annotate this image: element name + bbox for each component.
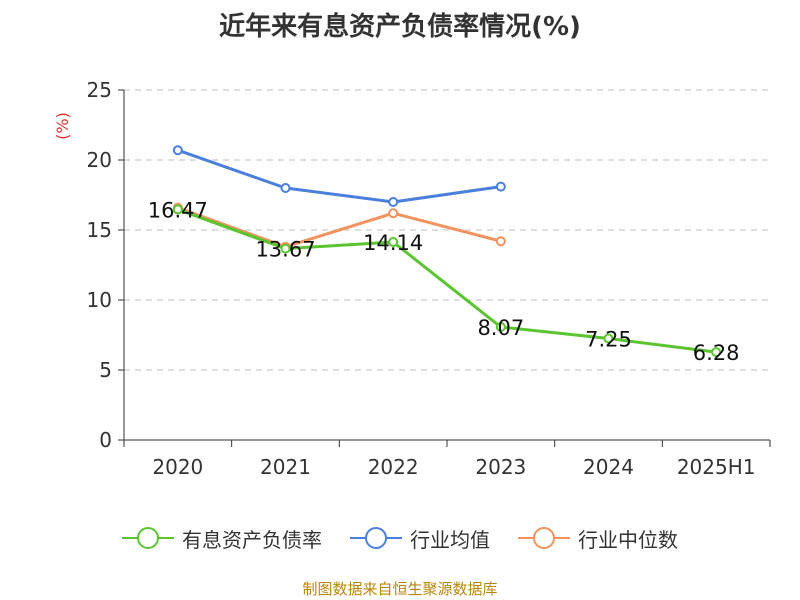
y-tick-label: 25 [87, 78, 112, 102]
data-labels: 16.47 13.67 14.14 8.07 7.25 6.28 [148, 198, 740, 365]
data-point [711, 347, 722, 358]
legend-item: 有息资产负债率 [122, 524, 322, 553]
legend-label: 有息资产负债率 [182, 527, 322, 552]
data-point [495, 236, 506, 247]
data-point [495, 181, 506, 192]
legend-swatch-icon [350, 527, 402, 549]
x-tick-label: 2025H1 [677, 455, 756, 479]
series-line [177, 148, 502, 204]
grid-lines [124, 89, 770, 371]
data-label: 13.67 [255, 238, 315, 262]
y-tick-label: 5 [99, 358, 112, 382]
x-tick-label: 2022 [368, 455, 419, 479]
x-tick-label: 2020 [152, 455, 203, 479]
series-line [177, 208, 717, 354]
data-point [388, 197, 399, 207]
legend-label: 行业中位数 [578, 527, 678, 552]
data-label: 7.25 [585, 328, 632, 352]
legend-item: 行业中位数 [518, 524, 678, 553]
y-tick-label: 10 [87, 288, 112, 312]
axes: 0 5 10 15 20 25 (%) 2020 2021 2022 2023 2024 2025H1 [53, 78, 771, 479]
data-point [280, 183, 291, 193]
legend-swatch-icon [122, 527, 174, 549]
data-point [388, 208, 399, 219]
series [172, 145, 722, 358]
y-tick-label: 20 [87, 148, 112, 172]
series-line [177, 206, 502, 249]
data-point [172, 204, 183, 215]
data-point [280, 243, 291, 254]
x-tick-label: 2023 [475, 455, 526, 479]
legend-item: 行业均值 [350, 524, 490, 553]
data-label: 8.07 [477, 316, 524, 340]
data-label: 14.14 [363, 231, 423, 255]
source-note: 制图数据来自恒生聚源数据库 [302, 580, 498, 598]
legend-swatch-icon [518, 527, 570, 549]
chart-title: 近年来有息资产负债率情况(%) [219, 12, 581, 42]
y-axis-label: (%) [53, 112, 72, 140]
data-label: 16.47 [148, 198, 208, 222]
y-tick-label: 0 [99, 428, 112, 452]
data-point [388, 237, 399, 248]
data-point [172, 145, 183, 156]
data-point [495, 322, 506, 333]
y-tick-label: 15 [87, 218, 112, 242]
x-tick-label: 2024 [583, 455, 634, 479]
legend-label: 行业均值 [410, 527, 490, 552]
data-point [603, 333, 614, 344]
data-label: 6.28 [693, 341, 740, 365]
x-tick-label: 2021 [260, 455, 311, 479]
legend: 有息资产负债率 行业均值 行业中位数 [0, 520, 800, 556]
